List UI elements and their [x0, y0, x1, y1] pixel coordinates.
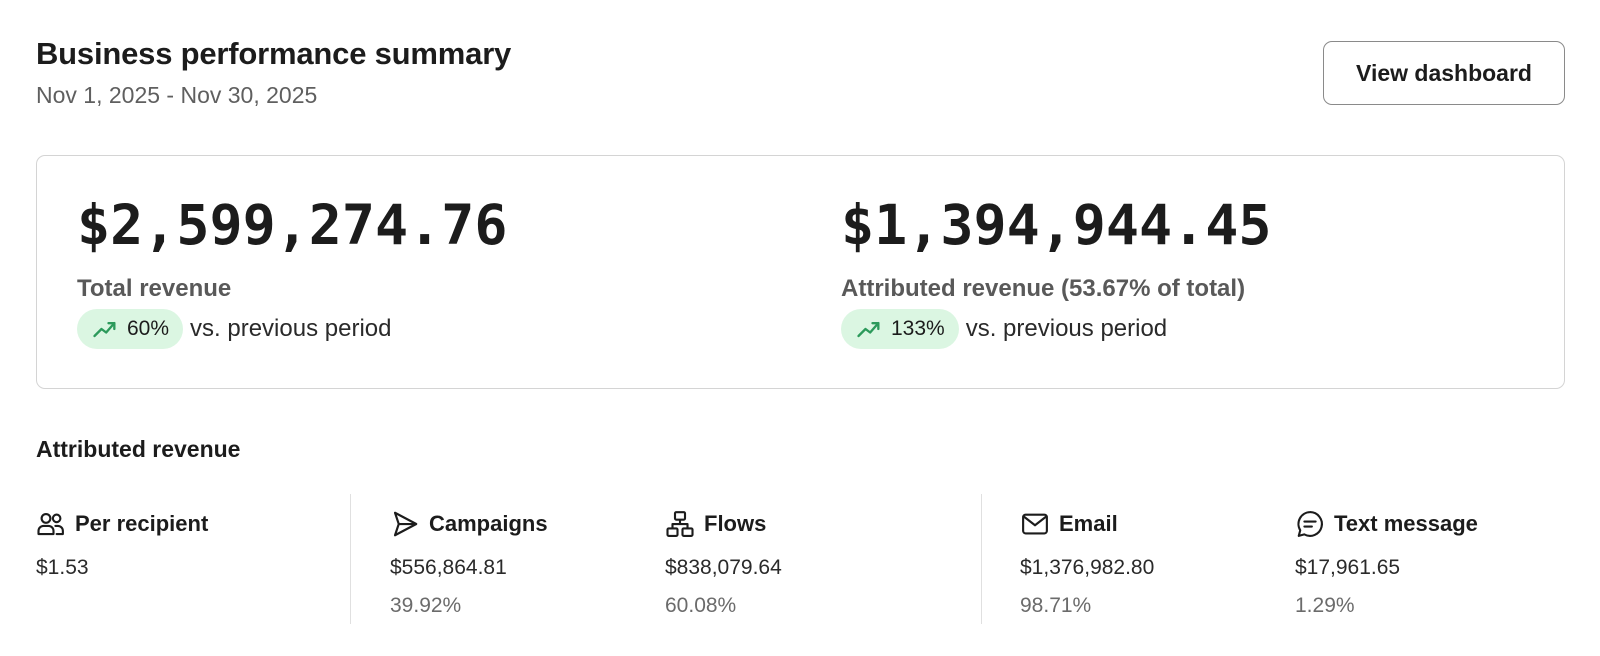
chat-icon [1297, 511, 1323, 537]
section-title: Attributed revenue [36, 436, 241, 462]
trending-up-icon [857, 322, 880, 338]
send-icon [393, 511, 418, 537]
column-value: $17,961.65 [1295, 556, 1401, 579]
attributed-revenue-value: $1,394,944.45 [841, 193, 1272, 257]
flow-icon [666, 511, 694, 537]
column-header: Campaigns [390, 508, 548, 540]
revenue-summary-card: $2,599,274.76 Total revenue 60% vs. prev… [36, 155, 1565, 389]
email-column: Email $1,376,982.80 98.71% [1020, 508, 1154, 618]
column-header: Per recipient [36, 508, 208, 540]
change-badge: 133% [841, 309, 959, 349]
date-range: Nov 1, 2025 - Nov 30, 2025 [36, 82, 318, 108]
column-value: $1,376,982.80 [1020, 556, 1155, 579]
trending-up-icon [93, 322, 116, 338]
attributed-revenue-metric: $1,394,944.45 Attributed revenue (53.67%… [841, 198, 1271, 349]
change-value: 133% [891, 317, 945, 340]
attributed-revenue-label: Attributed revenue (53.67% of total) [841, 275, 1246, 302]
column-label: Email [1059, 511, 1118, 536]
people-icon [37, 512, 64, 536]
flows-column: Flows $838,079.64 60.08% [665, 508, 782, 618]
total-revenue-trend: 60% vs. previous period [77, 309, 507, 349]
change-value: 60% [127, 317, 170, 340]
change-badge: 60% [77, 309, 184, 349]
column-percent: 60.08% [665, 594, 737, 617]
column-value: $838,079.64 [665, 556, 782, 579]
campaigns-column: Campaigns $556,864.81 39.92% [390, 508, 548, 618]
page-title: Business performance summary [36, 36, 512, 71]
column-header: Flows [665, 508, 782, 540]
change-suffix: vs. previous period [965, 315, 1168, 342]
column-label: Text message [1334, 511, 1478, 536]
column-percent: 1.29% [1295, 594, 1355, 617]
column-percent: 98.71% [1020, 594, 1092, 617]
column-percent: 39.92% [390, 594, 462, 617]
attributed-revenue-trend: 133% vs. previous period [841, 309, 1271, 349]
header: Business performance summary Nov 1, 2025… [36, 36, 511, 109]
mail-icon [1022, 513, 1048, 535]
column-label: Per recipient [75, 511, 209, 536]
total-revenue-value: $2,599,274.76 [77, 193, 508, 257]
column-divider [350, 494, 351, 624]
view-dashboard-button[interactable]: View dashboard [1323, 41, 1565, 105]
column-divider [981, 494, 982, 624]
column-value: $1.53 [36, 556, 89, 579]
column-label: Flows [704, 511, 767, 536]
column-value: $556,864.81 [390, 556, 507, 579]
per-recipient-column: Per recipient $1.53 [36, 508, 208, 580]
change-suffix: vs. previous period [190, 315, 392, 342]
text-message-column: Text message $17,961.65 1.29% [1295, 508, 1478, 618]
column-label: Campaigns [429, 511, 548, 536]
column-header: Text message [1295, 508, 1478, 540]
total-revenue-label: Total revenue [77, 275, 232, 302]
column-header: Email [1020, 508, 1154, 540]
total-revenue-metric: $2,599,274.76 Total revenue 60% vs. prev… [77, 198, 507, 349]
